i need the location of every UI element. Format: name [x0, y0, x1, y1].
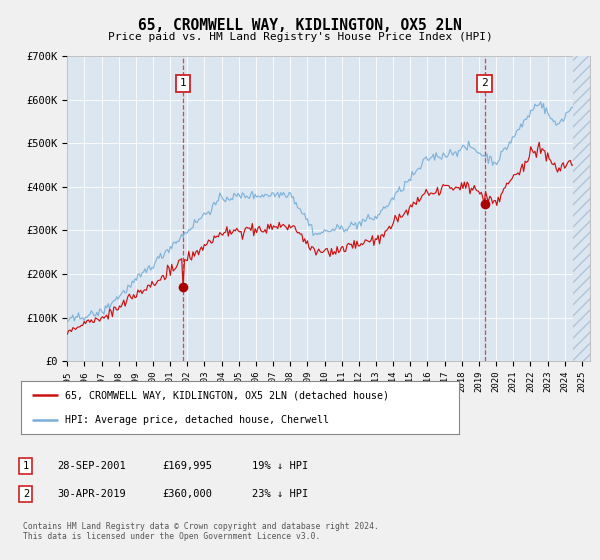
Text: 2: 2 [23, 489, 29, 499]
Text: £169,995: £169,995 [162, 461, 212, 471]
Text: Price paid vs. HM Land Registry's House Price Index (HPI): Price paid vs. HM Land Registry's House … [107, 32, 493, 43]
Text: 28-SEP-2001: 28-SEP-2001 [57, 461, 126, 471]
Text: 65, CROMWELL WAY, KIDLINGTON, OX5 2LN (detached house): 65, CROMWELL WAY, KIDLINGTON, OX5 2LN (d… [65, 390, 389, 400]
Text: £360,000: £360,000 [162, 489, 212, 499]
Text: 30-APR-2019: 30-APR-2019 [57, 489, 126, 499]
Text: 23% ↓ HPI: 23% ↓ HPI [252, 489, 308, 499]
Text: 2: 2 [481, 78, 488, 88]
Text: Contains HM Land Registry data © Crown copyright and database right 2024.
This d: Contains HM Land Registry data © Crown c… [23, 522, 379, 542]
Text: HPI: Average price, detached house, Cherwell: HPI: Average price, detached house, Cher… [65, 414, 329, 424]
Text: 1: 1 [179, 78, 187, 88]
Text: 1: 1 [23, 461, 29, 471]
Text: 65, CROMWELL WAY, KIDLINGTON, OX5 2LN: 65, CROMWELL WAY, KIDLINGTON, OX5 2LN [138, 18, 462, 33]
Text: 19% ↓ HPI: 19% ↓ HPI [252, 461, 308, 471]
